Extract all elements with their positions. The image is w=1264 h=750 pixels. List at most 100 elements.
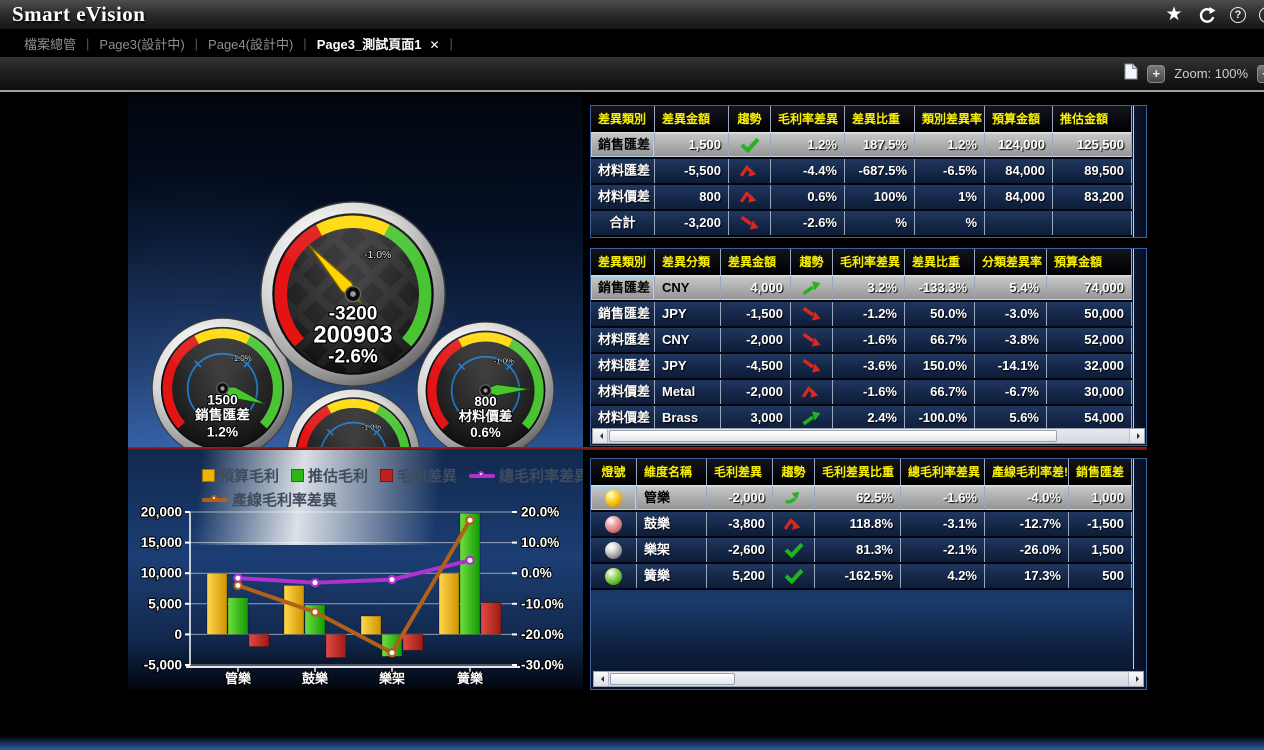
column-header[interactable]: 差異比重: [905, 249, 975, 275]
table-row[interactable]: 銷售匯差 1,500 1.2% 187.5% 1.2% 124,000 125,500: [591, 133, 1132, 159]
cell: -6.7%: [975, 380, 1047, 404]
table-row[interactable]: 樂架 -2,600 81.3% -2.1% -26.0% 1,500: [591, 538, 1132, 564]
title-icon-group: ★ ?: [1164, 3, 1264, 25]
column-header[interactable]: 差異分類: [655, 249, 721, 275]
column-header[interactable]: 差異類別: [591, 249, 655, 275]
tab-page3-design[interactable]: Page3(設計中): [99, 37, 185, 52]
power-icon[interactable]: [1259, 6, 1264, 23]
tab-page3-test-page[interactable]: Page3_測試頁面1 ✕: [307, 34, 450, 53]
cell: 124,000: [985, 133, 1053, 157]
table-row[interactable]: 簧樂 5,200 -162.5% 4.2% 17.3% 500: [591, 564, 1132, 590]
table-row[interactable]: 材料匯差 CNY -2,000 -1.6% 66.7% -3.8% 52,000: [591, 328, 1132, 354]
column-header[interactable]: 毛利差異: [707, 459, 773, 485]
table-row[interactable]: 鼓樂 -3,800 118.8% -3.1% -12.7% -1,500: [591, 512, 1132, 538]
legend-item: 總毛利率差異: [469, 465, 583, 486]
help-icon[interactable]: ?: [1230, 6, 1246, 23]
scroll-left-button[interactable]: [594, 672, 609, 686]
cell: 1,500: [655, 133, 729, 157]
trend-down-red-icon: [791, 302, 833, 326]
column-header[interactable]: 總毛利率差異: [901, 459, 985, 485]
scroll-thumb[interactable]: [610, 673, 735, 685]
tab-page4-design[interactable]: Page4(設計中): [208, 37, 294, 52]
table-row[interactable]: 材料價差 Metal -2,000 -1.6% 66.7% -6.7% 30,000: [591, 380, 1132, 406]
column-header[interactable]: 趨勢: [791, 249, 833, 275]
table-row[interactable]: 合計 -3,200 -2.6%%%: [591, 211, 1132, 237]
column-header[interactable]: 差異金額: [721, 249, 791, 275]
table-row[interactable]: 材料匯差 -5,500 -4.4% -687.5% -6.5% 84,000 89,500: [591, 159, 1132, 185]
column-header[interactable]: 分類差異率: [975, 249, 1047, 275]
cell: 銷售匯差: [591, 276, 655, 300]
column-header[interactable]: 毛利差異比重: [815, 459, 901, 485]
bar-毛利差異-管樂: [248, 633, 270, 648]
zoom-in-button[interactable]: +: [1147, 64, 1166, 83]
scroll-right-button[interactable]: [1129, 429, 1144, 443]
table-row[interactable]: 銷售匯差 JPY -1,500 -1.2% 50.0% -3.0% 50,000: [591, 302, 1132, 328]
scroll-track[interactable]: [609, 672, 1128, 686]
bar-毛利差異-簧樂: [480, 602, 502, 635]
cell: 簧樂: [637, 564, 707, 588]
bar-預算毛利-鼓樂: [283, 585, 305, 635]
table-row[interactable]: 材料匯差 JPY -4,500 -3.6% 150.0% -14.1% 32,000: [591, 354, 1132, 380]
favorite-icon[interactable]: ★: [1165, 3, 1183, 25]
vertical-scrollbar[interactable]: [1133, 459, 1146, 669]
gauge-name: 材料價差: [459, 408, 513, 424]
table-row[interactable]: 材料價差 800 0.6% 100% 1% 84,000 83,200: [591, 185, 1132, 211]
refresh-icon[interactable]: [1197, 5, 1217, 25]
column-header[interactable]: 毛利率差異: [833, 249, 905, 275]
column-header[interactable]: 趨勢: [773, 459, 815, 485]
scroll-thumb[interactable]: [609, 430, 1058, 442]
tab-file-manager[interactable]: 檔案總管: [24, 37, 77, 52]
column-header[interactable]: 維度名稱: [637, 459, 707, 485]
legend-swatch-icon: [380, 469, 394, 482]
column-header[interactable]: 預算金額: [985, 106, 1053, 132]
trend-spike-red-icon: [729, 159, 771, 183]
legend-row: 預算毛利 推估毛利 毛利差異 總毛利率差異: [202, 465, 583, 486]
cell: 83,200: [1053, 185, 1132, 209]
legend-item: 毛利差異: [380, 465, 457, 486]
column-header[interactable]: 差異金額: [655, 106, 729, 132]
table-header-row: 燈號 維度名稱 毛利差異 趨勢 毛利差異比重 總毛利率差異 產線毛利率差! 銷售匯差: [591, 459, 1132, 486]
horizontal-scrollbar[interactable]: [593, 671, 1144, 687]
column-header[interactable]: 差異類別: [591, 106, 655, 132]
x-axis-category-label: 樂架: [379, 671, 405, 686]
column-header[interactable]: 產線毛利率差!: [985, 459, 1069, 485]
horizontal-scrollbar[interactable]: [592, 428, 1145, 444]
marker-總毛利率差異-鼓樂: [310, 577, 320, 588]
table-row[interactable]: 管樂 -2,000 62.5% -1.6% -4.0% 1,000: [591, 486, 1132, 512]
cell: -1.6%: [901, 486, 985, 510]
scroll-right-button[interactable]: [1128, 672, 1143, 686]
gauge-range-label: -1.0%: [231, 354, 252, 363]
scroll-left-button[interactable]: [593, 429, 608, 443]
column-header[interactable]: 推估金額: [1053, 106, 1132, 132]
column-header[interactable]: 毛利率差異: [771, 106, 845, 132]
right-axis-tick-label: 20.0%: [521, 505, 559, 520]
cell: 4,000: [721, 276, 791, 300]
tab-close-icon[interactable]: ✕: [429, 38, 440, 52]
column-header[interactable]: 預算金額: [1047, 249, 1132, 275]
cell: 5.4%: [975, 276, 1047, 300]
column-header[interactable]: 類別差異率: [915, 106, 985, 132]
scroll-track[interactable]: [608, 429, 1129, 443]
cell: 5.6%: [975, 406, 1047, 430]
cell: 50.0%: [905, 302, 975, 326]
column-header[interactable]: 差異比重: [845, 106, 915, 132]
gauge-value: 1500: [207, 392, 238, 407]
column-header[interactable]: 銷售匯差: [1069, 459, 1132, 485]
cell: 84,000: [985, 159, 1053, 183]
vertical-scrollbar[interactable]: [1133, 106, 1146, 237]
column-header[interactable]: 燈號: [591, 459, 637, 485]
trend-spike-red-icon: [773, 512, 815, 536]
table-row[interactable]: 銷售匯差 CNY 4,000 3.2% -133.3% 5.4% 74,000: [591, 276, 1132, 302]
x-axis-category-label: 簧樂: [457, 671, 484, 686]
new-page-icon[interactable]: [1124, 63, 1138, 85]
trend-down-red-icon: [729, 211, 771, 235]
column-header[interactable]: 趨勢: [729, 106, 771, 132]
cell: 66.7%: [905, 328, 975, 352]
legend-label: 毛利差異: [397, 468, 458, 485]
cell: 材料匯差: [591, 328, 655, 352]
vertical-scrollbar[interactable]: [1133, 249, 1146, 429]
cell: -12.7%: [985, 512, 1069, 536]
cell: 100%: [845, 185, 915, 209]
cell: -1.6%: [833, 380, 905, 404]
zoom-out-button[interactable]: +: [1257, 64, 1264, 83]
